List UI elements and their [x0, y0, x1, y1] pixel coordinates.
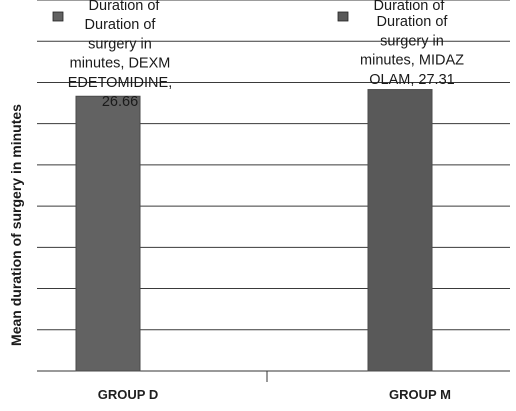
- category-labels: GROUP D GROUP M: [98, 387, 451, 402]
- bar: [367, 89, 433, 372]
- legend-swatch: [52, 11, 64, 22]
- data-label-line: surgery in: [380, 33, 444, 49]
- legend-label: Duration of: [374, 0, 446, 14]
- data-label-line: 26.66: [102, 94, 138, 110]
- bar: [75, 95, 141, 372]
- data-label-line: OLAM, 27.31: [369, 72, 454, 88]
- category-label: GROUP M: [389, 387, 451, 402]
- legend-label: Duration of: [89, 0, 161, 14]
- data-label-line: EDETOMIDINE,: [68, 75, 172, 91]
- y-axis-title: Mean duration of surgery in minutes: [8, 104, 24, 346]
- legend: Duration of Duration of: [52, 0, 446, 22]
- data-label-line: surgery in: [88, 36, 152, 52]
- data-label-line: Duration of: [85, 17, 157, 33]
- bars: [75, 89, 433, 372]
- data-label-line: minutes, DEXM: [70, 56, 171, 72]
- data-label-line: minutes, MIDAZ: [360, 53, 464, 69]
- data-label-line: Duration of: [377, 14, 449, 30]
- category-label: GROUP D: [98, 387, 158, 402]
- data-labels: Duration of surgery in minutes, DEXM EDETOM…: [68, 14, 464, 110]
- legend-swatch: [337, 11, 349, 22]
